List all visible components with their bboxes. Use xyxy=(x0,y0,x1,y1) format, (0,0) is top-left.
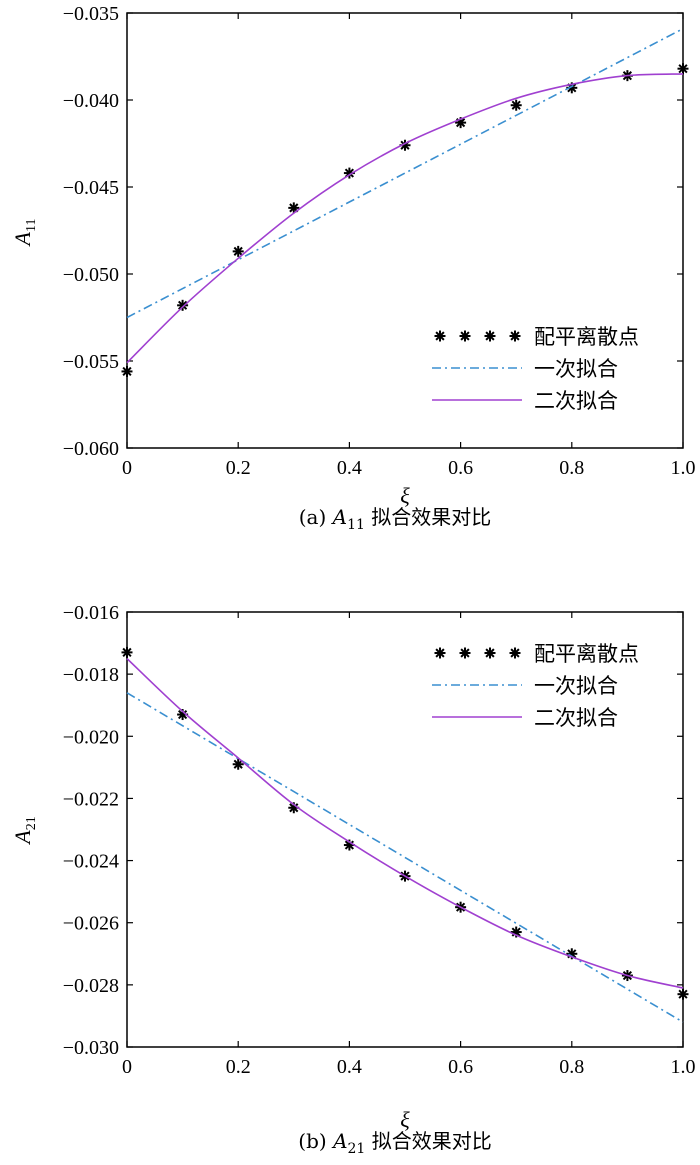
x-tick-label: 0.6 xyxy=(448,1056,473,1078)
data-point xyxy=(121,365,133,377)
linear-fit-line xyxy=(126,27,684,319)
y-tick-label: −0.020 xyxy=(63,726,119,748)
y-tick-label: −0.050 xyxy=(63,264,119,286)
legend-label: 一次拟合 xyxy=(534,674,618,698)
legend-entry-trim-points: 配平离散点 xyxy=(434,325,639,349)
x-axis-label: ξ xyxy=(400,483,410,508)
y-tick-label: −0.018 xyxy=(63,664,119,686)
y-tick-label: −0.060 xyxy=(63,438,119,460)
x-axis-label: ξ xyxy=(400,1107,410,1132)
plot-frame xyxy=(126,611,684,1048)
y-tick-label: −0.024 xyxy=(63,851,119,873)
data-point xyxy=(677,63,689,75)
quadratic-fit-line xyxy=(126,73,684,364)
y-axis-label: A21 xyxy=(10,816,39,845)
data-point xyxy=(232,758,244,770)
legend-entry-linear-fit-line: 一次拟合 xyxy=(432,674,618,698)
x-tick-label: 0.4 xyxy=(337,457,362,479)
data-point xyxy=(510,99,522,111)
legend-label: 配平离散点 xyxy=(534,325,639,349)
y-axis-label: A11 xyxy=(10,219,39,248)
legend-marker xyxy=(459,647,471,659)
legend-label: 二次拟合 xyxy=(534,706,618,730)
figure-caption: (a) A11 拟合效果对比 xyxy=(299,505,492,533)
legend-label: 配平离散点 xyxy=(534,642,639,666)
legend-marker xyxy=(459,330,471,342)
trim-points xyxy=(121,646,689,1000)
data-point xyxy=(177,299,189,311)
y-tick-label: −0.026 xyxy=(63,913,119,935)
y-tick-label: −0.055 xyxy=(63,351,119,373)
figure-caption: (b) A21 拟合效果对比 xyxy=(298,1129,491,1157)
data-point xyxy=(288,202,300,214)
plot-frame xyxy=(126,12,684,449)
y-tick-label: −0.016 xyxy=(63,602,119,624)
x-tick-label: 0 xyxy=(122,457,132,479)
y-tick-label: −0.040 xyxy=(63,90,119,112)
x-tick-label: 0.2 xyxy=(226,1056,251,1078)
y-tick-label: −0.045 xyxy=(63,177,119,199)
legend-label: 二次拟合 xyxy=(534,389,618,413)
x-tick-label: 0.8 xyxy=(559,457,584,479)
data-point xyxy=(677,988,689,1000)
legend-marker xyxy=(434,330,446,342)
x-tick-label: 0.4 xyxy=(337,1056,362,1078)
legend-label: 一次拟合 xyxy=(534,357,618,381)
chart-b: −0.016 −0.018 −0.020 −0.022 −0.024 −0.026 −0.0… xyxy=(10,602,696,1157)
legend-marker xyxy=(509,647,521,659)
y-tick-label: −0.030 xyxy=(63,1037,119,1059)
legend-entry-quadratic-fit-line: 二次拟合 xyxy=(432,706,618,730)
legend-entry-quadratic-fit-line: 二次拟合 xyxy=(432,389,618,413)
x-tick-label: 1.0 xyxy=(671,457,696,479)
legend-marker xyxy=(484,330,496,342)
y-tick-label: −0.022 xyxy=(63,788,119,810)
data-point xyxy=(232,245,244,257)
data-point xyxy=(399,139,411,151)
legend-entry-trim-points: 配平离散点 xyxy=(434,642,639,666)
x-tick-label: 0.8 xyxy=(559,1056,584,1078)
linear-fit-line xyxy=(126,692,684,1023)
y-tick-label: −0.035 xyxy=(63,3,119,25)
quadratic-fit-line xyxy=(126,658,684,989)
y-tick-label: −0.028 xyxy=(63,975,119,997)
legend-marker xyxy=(484,647,496,659)
x-tick-label: 0.2 xyxy=(226,457,251,479)
legend-marker xyxy=(434,647,446,659)
x-tick-label: 0.6 xyxy=(448,457,473,479)
x-tick-label: 0 xyxy=(122,1056,132,1078)
x-tick-label: 1.0 xyxy=(671,1056,696,1078)
legend-entry-linear-fit-line: 一次拟合 xyxy=(432,357,618,381)
legend-marker xyxy=(509,330,521,342)
data-point xyxy=(121,646,133,658)
